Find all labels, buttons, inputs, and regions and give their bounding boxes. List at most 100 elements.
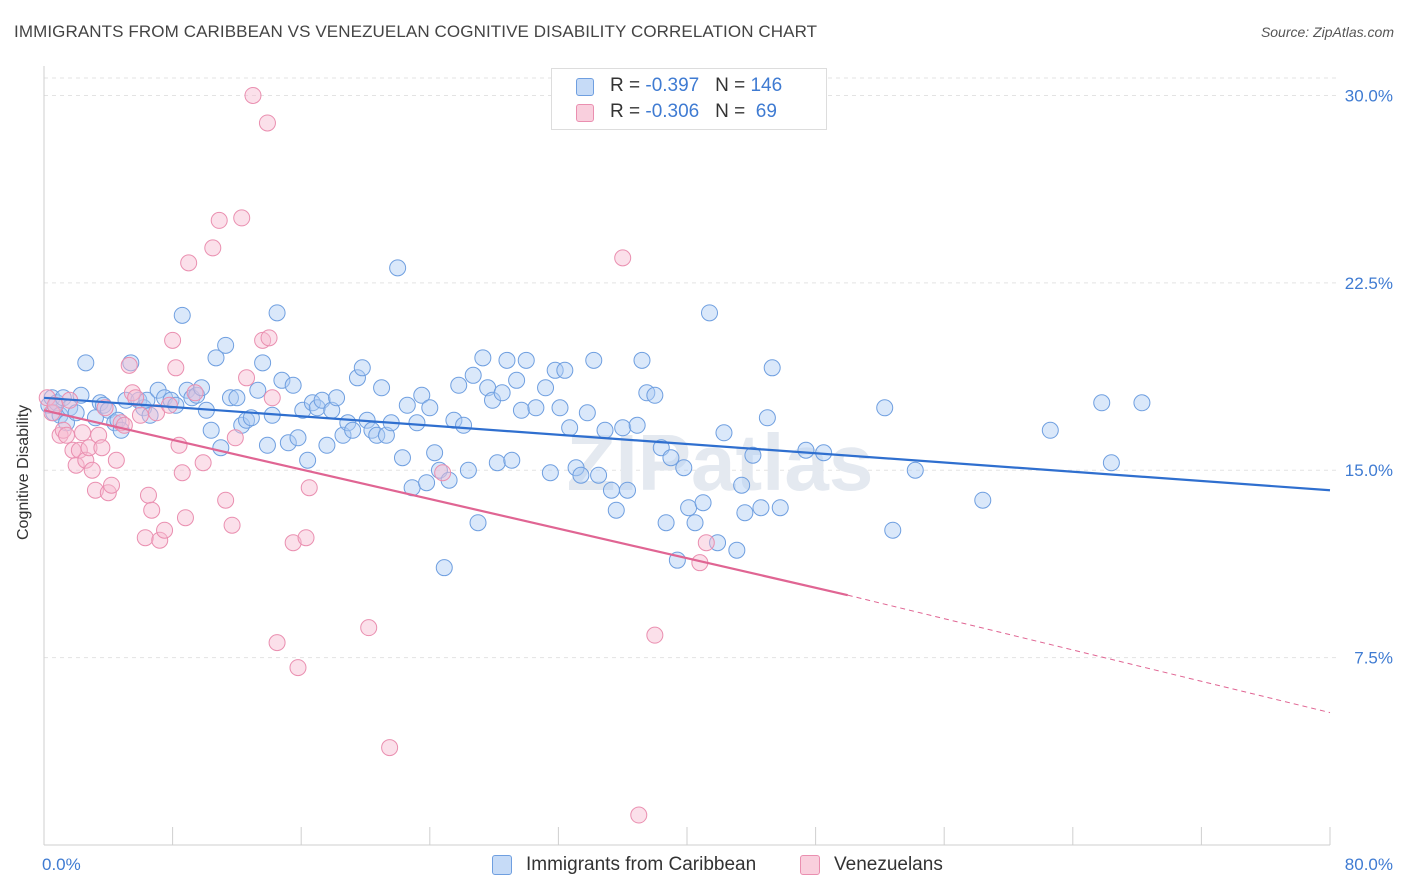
data-point [614,419,632,437]
legend-swatch-blue [576,78,594,96]
data-point [263,389,281,407]
data-point [156,521,174,539]
data-point [455,416,473,434]
y-tick-label: 30.0% [1345,86,1393,105]
data-point [758,409,776,427]
data-point [381,739,399,757]
x-tick-label: 80.0% [1345,855,1393,874]
data-point [906,461,924,479]
data-point [1041,421,1059,439]
data-point [675,459,693,477]
data-point [328,389,346,407]
data-point [763,359,781,377]
data-point [398,396,416,414]
data-point [244,86,262,104]
data-point [1133,394,1151,412]
data-point [300,479,318,497]
data-point [686,514,704,532]
legend-n-value: 146 [750,75,783,96]
data-point [450,376,468,394]
data-point [614,249,632,267]
data-point [180,254,198,272]
data-point [202,421,220,439]
data-point [210,211,228,229]
data-point [469,514,487,532]
data-point [561,419,579,437]
watermark: ZIPatlas [567,418,874,507]
data-point [578,404,596,422]
data-point [90,426,108,444]
data-point [508,371,526,389]
source-label: Source: ZipAtlas.com [1260,24,1394,40]
trend-line-venezuelans-extrapolated [847,594,1331,714]
data-point [258,114,276,132]
data-point [646,626,664,644]
data-point [585,351,603,369]
grid-lines [44,77,1340,659]
legend-swatch-pink [800,855,820,875]
data-point [194,454,212,472]
data-point [752,499,770,517]
data-point [173,464,191,482]
data-point [103,476,121,494]
legend-n-label: N = [715,75,751,96]
data-point [413,386,431,404]
legend-swatch-pink [576,104,594,122]
data-point [488,454,506,472]
legend-swatch-blue [492,855,512,875]
data-point [289,659,307,677]
data-point [498,351,516,369]
data-point [344,421,362,439]
data-point [474,349,492,367]
data-point [297,529,315,547]
data-point [697,534,715,552]
data-point [512,401,530,419]
trend-line-venezuelans [43,409,848,597]
data-point [619,481,637,499]
data-point [646,386,664,404]
data-point [459,461,477,479]
data-point [284,376,302,394]
data-point [393,449,411,467]
data-point [974,491,992,509]
legend-r-label: R = [610,75,646,96]
data-point [373,379,391,397]
data-point [572,466,590,484]
data-point [368,426,386,444]
data-point [630,806,648,824]
data-point [217,336,235,354]
data-point [151,531,169,549]
x-tick-labels: 0.0% 80.0% [42,855,1393,874]
data-point [493,384,511,402]
data-point [51,426,69,444]
data-point [876,399,894,417]
data-point [435,559,453,577]
data-point [268,634,286,652]
data-point [771,499,789,517]
data-point [176,509,194,527]
data-point [546,361,564,379]
data-point [249,381,267,399]
data-point [602,481,620,499]
data-point [628,416,646,434]
data-point [736,504,754,522]
data-point [556,361,574,379]
data-point [797,441,815,459]
data-point [464,366,482,384]
data-point [421,399,439,417]
data-point [541,464,559,482]
data-point [173,306,191,324]
data-point [260,329,278,347]
data-point [186,384,204,402]
data-point [360,619,378,637]
data-point [223,516,241,534]
data-point [80,439,98,457]
data-point [596,421,614,439]
data-point [1102,454,1120,472]
data-point [728,541,746,559]
y-tick-label: 15.0% [1345,461,1393,480]
data-point [217,491,235,509]
chart-title: IMMIGRANTS FROM CARIBBEAN VS VENEZUELAN … [14,22,818,41]
data-point [54,421,72,439]
legend-n-value: 69 [750,101,777,122]
